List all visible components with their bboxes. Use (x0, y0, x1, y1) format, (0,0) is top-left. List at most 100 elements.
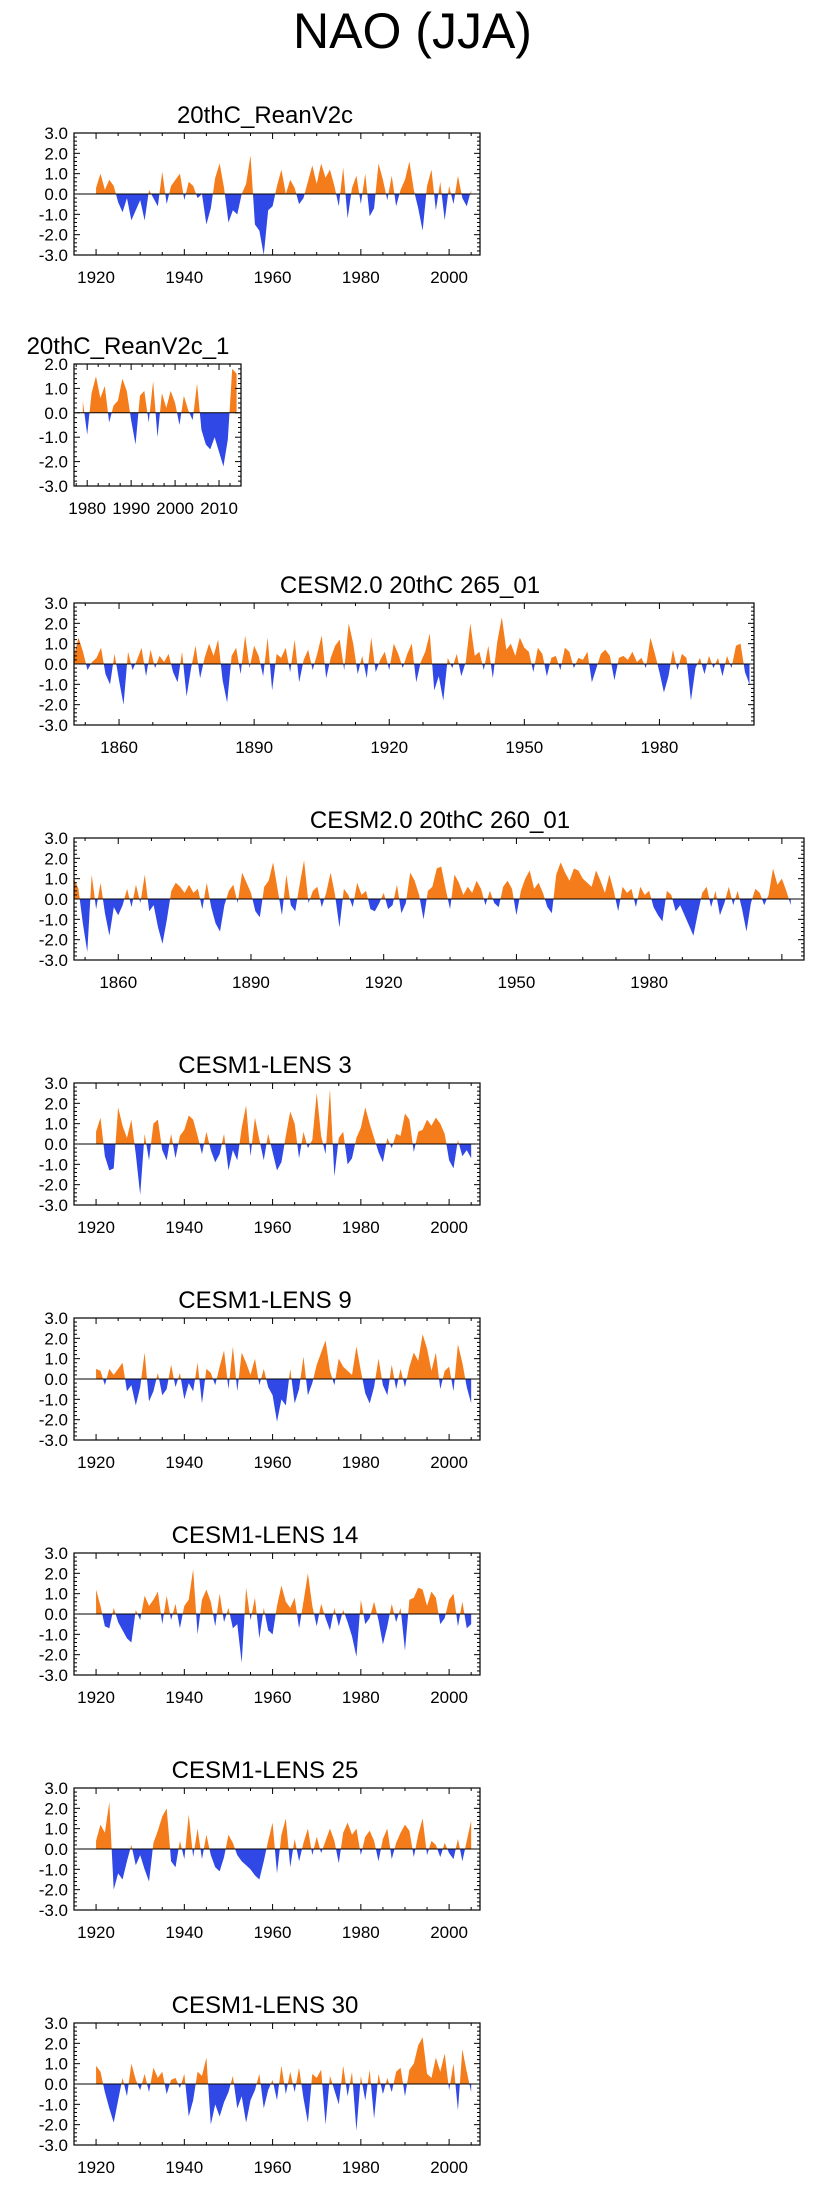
panel-cesm2-260-01: CESM2.0 20thC 260_01 -3.0 -2.0 -1.0 0.0 1.0 2.… (0, 800, 825, 1015)
x-tick-label: 2000 (430, 2158, 468, 2177)
y-tick-label: 3.0 (44, 2014, 68, 2033)
y-tick-label: 0.0 (44, 404, 68, 423)
x-tick-label: 1940 (165, 2158, 203, 2177)
x-tick-label: 1980 (342, 1923, 380, 1942)
chart-svg: CESM2.0 20thC 265_01 -3.0-2.0 -1.00.01.0 2.… (39, 572, 755, 757)
x-tick-label: 1920 (77, 268, 115, 287)
y-tick-label: -3.0 (39, 1196, 68, 1215)
x-tick-label: 1890 (235, 738, 273, 757)
y-tick-label: -2.0 (39, 453, 68, 472)
positive-area (96, 1334, 472, 1379)
y-tick-label: -2.0 (39, 931, 68, 950)
y-tick-label: -1.0 (39, 910, 68, 929)
y-tick-label: 1.0 (44, 1585, 68, 1604)
y-tick-label: 3.0 (44, 1544, 68, 1563)
positive-area (74, 860, 791, 899)
x-tick-label: 1920 (370, 738, 408, 757)
y-tick-label: 0.0 (44, 655, 68, 674)
x-tick-label: 1990 (112, 499, 150, 518)
x-tick-label: 2000 (156, 499, 194, 518)
y-tick-label: 1.0 (44, 870, 68, 889)
x-tick-label: 1980 (342, 1218, 380, 1237)
y-tick-label: 3.0 (44, 829, 68, 848)
x-tick-label: 1940 (165, 1688, 203, 1707)
y-tick-label: 1.0 (44, 1350, 68, 1369)
y-tick-label: -3.0 (39, 2136, 68, 2155)
positive-area (96, 1089, 472, 1144)
y-tick-label: 3.0 (44, 594, 68, 613)
positive-area (74, 617, 750, 664)
plot-frame (73, 363, 242, 487)
chart-svg: 20thC_ReanV2c -3.0-2.0 -1.00.01.0 2.03.0 192… (39, 102, 481, 287)
positive-area (96, 2037, 472, 2084)
y-tick-label: -2.0 (39, 1646, 68, 1665)
x-tick-label: 1980 (68, 499, 106, 518)
panel-cesm1-lens-25: CESM1-LENS 25 -3.0 -2.0 -1.0 0.0 1.0 2.0 3.0 192… (0, 1750, 825, 1965)
x-tick-label: 1950 (505, 738, 543, 757)
y-tick-label: 0.0 (44, 2075, 68, 2094)
x-tick-label: 1960 (254, 1218, 292, 1237)
chart-svg: CESM1-LENS 3 -3.0-2.0 -1.00.01.0 2.03.0 1920… (39, 1052, 481, 1237)
positive-area (96, 1569, 472, 1614)
panel-cesm1-lens-14: CESM1-LENS 14 -3.0 -2.0 -1.0 0.0 1.0 2.0 3.0 192… (0, 1515, 825, 1730)
x-tick-label: 1940 (165, 1218, 203, 1237)
x-tick-label: 1960 (254, 268, 292, 287)
chart-svg: CESM1-LENS 30 -3.0-2.0 -1.00.01.0 2.03.0 192… (39, 1992, 481, 2177)
y-tick-label: -2.0 (39, 2116, 68, 2135)
x-tick-label: 1920 (77, 1453, 115, 1472)
y-tick-label: -3.0 (39, 246, 68, 265)
y-tick-label: -1.0 (39, 1155, 68, 1174)
x-tick-label: 1920 (365, 973, 403, 992)
y-tick-label: -2.0 (39, 1176, 68, 1195)
x-tick-label: 1920 (77, 1923, 115, 1942)
negative-area (96, 194, 472, 255)
x-tick-label: 1890 (232, 973, 270, 992)
chart-title: CESM2.0 20thC 260_01 (310, 807, 570, 834)
y-tick-label: 0.0 (44, 1370, 68, 1389)
x-tick-label: 1920 (77, 2158, 115, 2177)
y-tick-label: 2.0 (44, 1094, 68, 1113)
y-tick-label: 0.0 (44, 1840, 68, 1859)
y-tick-label: 1.0 (44, 2055, 68, 2074)
positive-area (96, 155, 472, 194)
chart-svg: CESM1-LENS 25 -3.0-2.0 -1.00.01.0 2.03.0 192… (39, 1757, 481, 1942)
x-tick-label: 1960 (254, 1688, 292, 1707)
y-tick-label: -1.0 (39, 675, 68, 694)
y-tick-label: 1.0 (44, 1115, 68, 1134)
x-tick-label: 1980 (342, 268, 380, 287)
y-tick-label: 0.0 (44, 185, 68, 204)
y-tick-label: 2.0 (44, 355, 68, 374)
panel-20thc-reanv2c: 20thC_ReanV2c -3.0 -2.0 -1.0 0.0 1.0 2.0 3.0 192… (0, 95, 825, 310)
y-tick-label: -1.0 (39, 1625, 68, 1644)
y-tick-label: 0.0 (44, 890, 68, 909)
y-tick-label: 2.0 (44, 1329, 68, 1348)
y-tick-label: 2.0 (44, 144, 68, 163)
y-tick-label: 3.0 (44, 1309, 68, 1328)
y-tick-label: -1.0 (39, 1390, 68, 1409)
y-tick-label: -2.0 (39, 1411, 68, 1430)
y-tick-label: 1.0 (44, 379, 68, 398)
x-tick-label: 1980 (342, 1453, 380, 1472)
y-tick-label: -2.0 (39, 226, 68, 245)
chart-title: CESM1-LENS 9 (178, 1287, 351, 1314)
x-tick-label: 2000 (430, 268, 468, 287)
y-tick-label: 2.0 (44, 1799, 68, 1818)
y-tick-label: -1.0 (39, 1860, 68, 1879)
y-tick-label: 0.0 (44, 1605, 68, 1624)
x-tick-label: 1920 (77, 1218, 115, 1237)
y-tick-label: -3.0 (39, 1666, 68, 1685)
y-tick-label: -3.0 (39, 951, 68, 970)
chart-title: CESM1-LENS 3 (178, 1052, 351, 1079)
panel-cesm1-lens-9: CESM1-LENS 9 -3.0 -2.0 -1.0 0.0 1.0 2.0 3.0 1920… (0, 1280, 825, 1495)
y-tick-label: 1.0 (44, 165, 68, 184)
x-tick-label: 2000 (430, 1923, 468, 1942)
y-tick-label: -1.0 (39, 205, 68, 224)
negative-area (96, 1379, 472, 1422)
figure-title: NAO (JJA) (293, 3, 532, 59)
chart-svg: CESM1-LENS 14 -3.0-2.0 -1.00.01.0 2.03.0 192… (39, 1522, 481, 1707)
y-tick-label: -3.0 (39, 1431, 68, 1450)
x-tick-label: 2000 (430, 1688, 468, 1707)
panel-cesm2-265-01: CESM2.0 20thC 265_01 -3.0 -2.0 -1.0 0.0 1.0 2.… (0, 565, 825, 780)
y-tick-label: 1.0 (44, 1820, 68, 1839)
x-tick-label: 1920 (77, 1688, 115, 1707)
